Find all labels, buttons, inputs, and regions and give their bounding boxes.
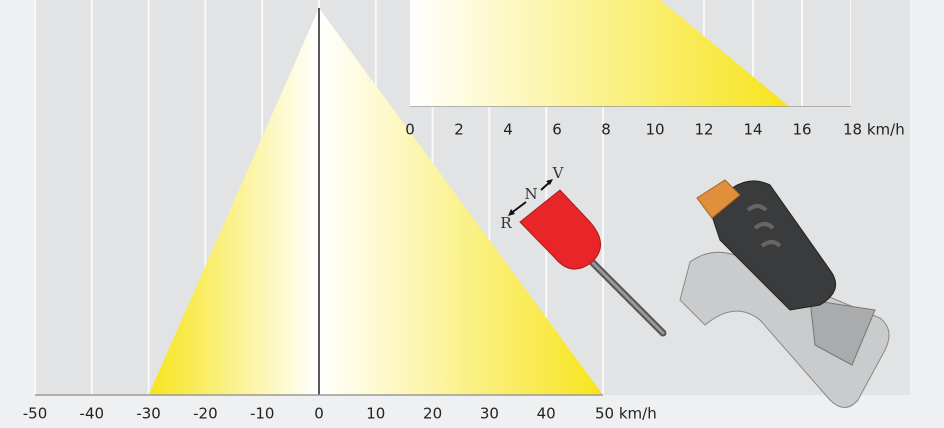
x-tick-label: 4	[503, 121, 513, 139]
x-tick-label: -40	[80, 405, 105, 423]
lever-label: R	[500, 214, 512, 232]
x-tick-label: 14	[743, 121, 762, 139]
x-tick-label: 20	[423, 405, 442, 423]
x-tick-label: 40	[537, 405, 556, 423]
chart	[410, 0, 851, 107]
diagram: -50 -40 -30 -20 -10 0 10 20 30 40 50 km/h 0 2 4 6 8 10 12…	[0, 0, 944, 428]
x-tick-label: 18 km/h	[843, 121, 905, 139]
x-tick-label: 6	[552, 121, 562, 139]
x-tick-label: -30	[136, 405, 161, 423]
x-tick-label: 10	[366, 405, 385, 423]
x-tick-label: 8	[601, 121, 611, 139]
x-tick-label: 0	[314, 405, 324, 423]
x-tick-label: -20	[193, 405, 218, 423]
x-tick-label: -50	[23, 405, 48, 423]
x-tick-label: 10	[645, 121, 664, 139]
x-tick-label: 50 km/h	[595, 405, 657, 423]
lever-label: V	[552, 164, 565, 182]
x-tick-label: 12	[694, 121, 713, 139]
x-tick-label: 16	[792, 121, 811, 139]
x-tick-label: -10	[250, 405, 275, 423]
x-tick-label: 0	[405, 121, 415, 139]
lever-label: N	[524, 185, 537, 203]
x-tick-label: 30	[480, 405, 499, 423]
x-tick-label: 2	[454, 121, 464, 139]
